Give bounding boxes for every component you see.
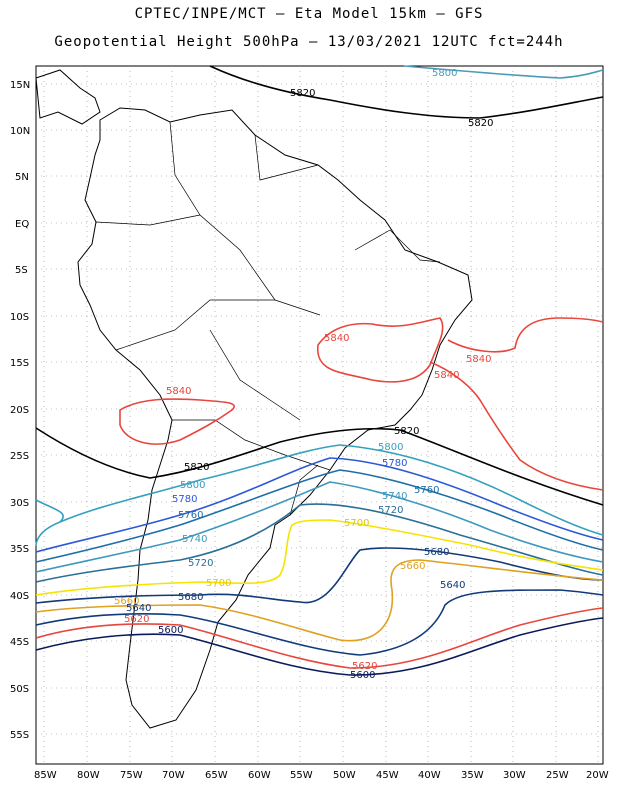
contour-5680-main [35, 547, 604, 604]
lat-tick-label: 50S [10, 684, 29, 695]
contour-label: 5800 [432, 68, 457, 79]
contour-label: 5740 [382, 491, 407, 502]
central-america-outline [35, 69, 101, 125]
contour-label: 5600 [350, 670, 375, 681]
contour-label: 5840 [434, 370, 459, 381]
lat-tick-label: 5N [15, 172, 29, 183]
lon-tick-label: 30W [503, 770, 526, 781]
lon-tick-label: 60W [248, 770, 271, 781]
contour-5760-main [35, 469, 604, 563]
contours [35, 65, 604, 676]
contour-5820-north [209, 65, 604, 119]
contour-label: 5660 [400, 561, 425, 572]
lat-axis: 15N 10N 5N EQ 5S 10S 15S 20S 25S 30S 35S… [10, 80, 30, 741]
contour-label: 5600 [158, 625, 183, 636]
contour-label: 5720 [188, 558, 213, 569]
contour-label: 5820 [184, 462, 209, 473]
contour-5660-main [35, 559, 604, 642]
contour-label: 5780 [172, 494, 197, 505]
contour-label: 5800 [378, 442, 403, 453]
contour-5720-main [35, 503, 604, 583]
contour-label: 5680 [424, 547, 449, 558]
lat-tick-label: 20S [10, 405, 29, 416]
contour-label: 5760 [414, 485, 439, 496]
lat-tick-label: 10N [10, 126, 30, 137]
contour-label: 5820 [468, 118, 493, 129]
contour-label: 5640 [440, 580, 465, 591]
lon-tick-label: 55W [290, 770, 313, 781]
contour-label: 5780 [382, 458, 407, 469]
contour-5840-andes [119, 398, 235, 445]
south-america-outline [77, 107, 473, 729]
contour-5840-brazil [317, 317, 444, 383]
contour-label: 5700 [206, 578, 231, 589]
lon-axis: 85W 80W 75W 70W 65W 60W 55W 50W 45W 40W … [34, 770, 609, 781]
contour-5740-main [35, 481, 604, 573]
lat-tick-label: 10S [10, 312, 29, 323]
contour-label: 5800 [180, 480, 205, 491]
contour-5600-main [35, 617, 604, 676]
contour-label: 5760 [178, 510, 203, 521]
contour-5700-main [35, 519, 604, 596]
lat-tick-label: 30S [10, 498, 29, 509]
lon-tick-label: 75W [120, 770, 143, 781]
contour-label: 5840 [166, 386, 191, 397]
chart-title: CPTEC/INPE/MCT – Eta Model 15km – GFS [134, 6, 484, 22]
lon-tick-label: 65W [205, 770, 228, 781]
lon-tick-label: 80W [77, 770, 100, 781]
contour-label: 5660 [114, 596, 139, 607]
lat-tick-label: 40S [10, 591, 29, 602]
contour-label: 5720 [378, 505, 403, 516]
graticule [36, 66, 603, 764]
lon-tick-label: 25W [546, 770, 569, 781]
lon-tick-label: 20W [586, 770, 609, 781]
lat-tick-label: 45S [10, 637, 29, 648]
lat-tick-label: 55S [10, 730, 29, 741]
contour-label: 5820 [290, 88, 315, 99]
lat-tick-label: 15S [10, 358, 29, 369]
contour-label: 5840 [324, 333, 349, 344]
lat-tick-label: 5S [15, 265, 28, 276]
contour-5840-atlantic [429, 361, 604, 491]
contour-label: 5640 [126, 603, 151, 614]
lat-tick-label: 35S [10, 544, 29, 555]
contour-label: 5620 [352, 661, 377, 672]
contour-labels: 5800 5820 5820 5840 5840 5840 5840 5820 … [114, 68, 493, 681]
contour-label: 5840 [466, 354, 491, 365]
contour-5800-main [35, 444, 604, 547]
lon-tick-label: 70W [162, 770, 185, 781]
contour-label: 5820 [394, 426, 419, 437]
contour-5800-north [403, 65, 604, 79]
chart-subtitle: Geopotential Height 500hPa – 13/03/2021 … [54, 34, 564, 50]
contour-label: 5680 [178, 592, 203, 603]
contour-label: 5740 [182, 534, 207, 545]
contour-5780-main [35, 457, 604, 553]
contour-5840-east [447, 317, 604, 353]
lon-tick-label: 35W [461, 770, 484, 781]
contour-5640-main [35, 589, 604, 656]
lon-tick-label: 85W [34, 770, 57, 781]
country-borders [95, 121, 441, 516]
contour-5820-main [35, 427, 604, 506]
lat-tick-label: EQ [15, 219, 29, 230]
contour-label: 5620 [124, 614, 149, 625]
lat-tick-label: 15N [10, 80, 30, 91]
contour-label: 5700 [344, 518, 369, 529]
contour-5620-main [35, 607, 604, 669]
lon-tick-label: 40W [418, 770, 441, 781]
lon-tick-label: 45W [376, 770, 399, 781]
map-frame [35, 65, 604, 765]
lat-tick-label: 25S [10, 451, 29, 462]
lon-tick-label: 50W [333, 770, 356, 781]
